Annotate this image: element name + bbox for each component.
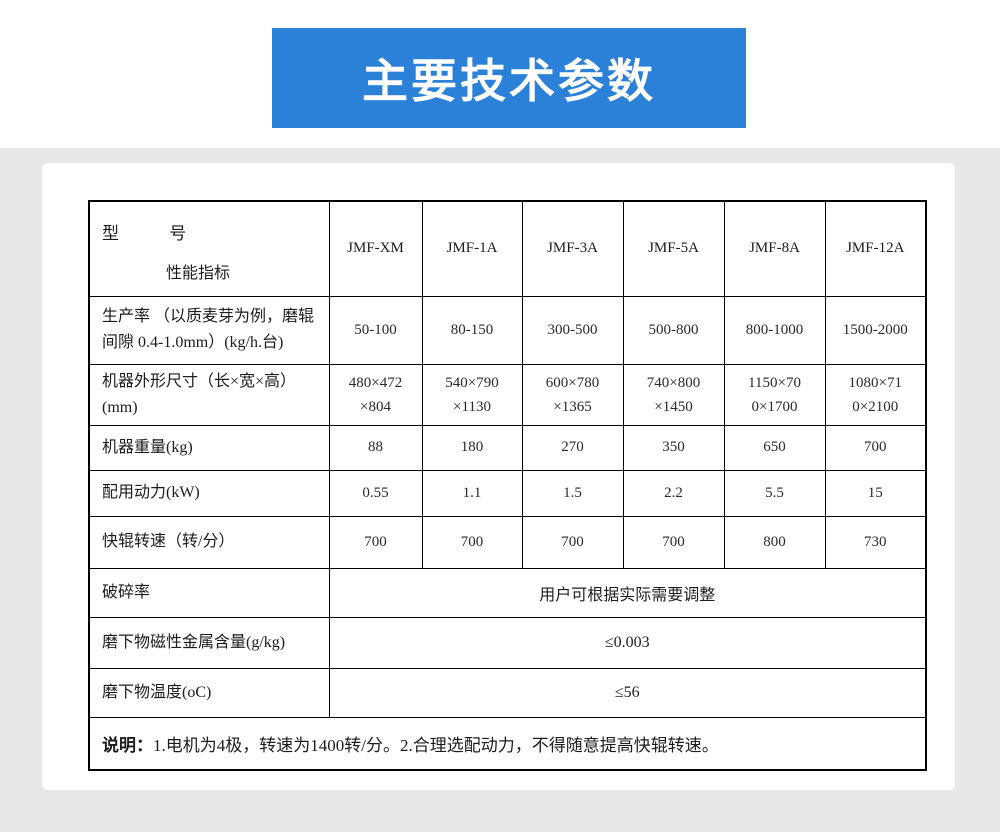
- table-row-dimensions: 机器外形尺寸（长×宽×高）(mm) 480×472 ×804 540×790 ×…: [88, 363, 927, 426]
- spec-value: 700: [328, 515, 423, 569]
- spec-value: 15: [824, 469, 927, 517]
- spec-value: 5.5: [723, 469, 826, 517]
- note-text: 1.电机为4极，转速为1400转/分。2.合理选配动力，不得随意提高快辊转速。: [153, 735, 719, 755]
- spec-value: 700: [421, 515, 523, 569]
- model-header: JMF-8A: [723, 200, 826, 297]
- spec-value: 1500-2000: [824, 295, 927, 365]
- row-label: 破碎率: [88, 567, 330, 618]
- model-header: JMF-XM: [328, 200, 423, 297]
- spec-table: 型 号 性能指标 JMF-XM JMF-1A JMF-3A JMF-5A JMF…: [88, 200, 927, 771]
- title-banner: 主要技术参数: [272, 28, 746, 128]
- spec-value: 650: [723, 424, 826, 471]
- spec-value: 50-100: [328, 295, 423, 365]
- table-row-productivity: 生产率 （以质麦芽为例，磨辊间隙 0.4-1.0mm）(kg/h.台) 50-1…: [88, 295, 927, 365]
- spec-value-span: 用户可根据实际需要调整: [328, 567, 927, 618]
- spec-value: 300-500: [521, 295, 624, 365]
- table-row-magnetic-content: 磨下物磁性金属含量(g/kg) ≤0.003: [88, 616, 927, 669]
- spec-value: 700: [622, 515, 725, 569]
- spec-value: 500-800: [622, 295, 725, 365]
- row-label: 快辊转速（转/分）: [88, 515, 330, 569]
- table-row-note: 说明：1.电机为4极，转速为1400转/分。2.合理选配动力，不得随意提高快辊转…: [88, 716, 927, 771]
- page-title: 主要技术参数: [362, 55, 656, 107]
- spec-value: 2.2: [622, 469, 725, 517]
- spec-value: 740×800 ×1450: [622, 363, 725, 426]
- page-background: 型 号 性能指标 JMF-XM JMF-1A JMF-3A JMF-5A JMF…: [0, 148, 1000, 832]
- spec-value: 800: [723, 515, 826, 569]
- spec-value: 88: [328, 424, 423, 471]
- model-header: JMF-1A: [421, 200, 523, 297]
- row-label: 配用动力(kW): [88, 469, 330, 517]
- spec-value-span: ≤56: [328, 667, 927, 718]
- table-row-weight: 机器重量(kg) 88 180 270 350 650 700: [88, 424, 927, 471]
- spec-value: 540×790 ×1130: [421, 363, 523, 426]
- spec-value: 350: [622, 424, 725, 471]
- spec-value: 1080×71 0×2100: [824, 363, 927, 426]
- row-label: 磨下物磁性金属含量(g/kg): [88, 616, 330, 669]
- table-row-roller-speed: 快辊转速（转/分） 700 700 700 700 800 730: [88, 515, 927, 569]
- row-label: 机器外形尺寸（长×宽×高）(mm): [88, 363, 330, 426]
- note-prefix: 说明：: [102, 735, 153, 755]
- header-row: 型 号 性能指标 JMF-XM JMF-1A JMF-3A JMF-5A JMF…: [88, 200, 927, 297]
- spec-value: 270: [521, 424, 624, 471]
- model-header: JMF-3A: [521, 200, 624, 297]
- row-label: 磨下物温度(oC): [88, 667, 330, 718]
- spec-value: 1.1: [421, 469, 523, 517]
- spec-value: 0.55: [328, 469, 423, 517]
- spec-value: 80-150: [421, 295, 523, 365]
- spec-value: 180: [421, 424, 523, 471]
- spec-value-span: ≤0.003: [328, 616, 927, 669]
- corner-model-label: 型 号: [102, 224, 187, 243]
- model-header: JMF-12A: [824, 200, 927, 297]
- note: 说明：1.电机为4极，转速为1400转/分。2.合理选配动力，不得随意提高快辊转…: [88, 716, 927, 771]
- spec-value: 480×472 ×804: [328, 363, 423, 426]
- corner-cell: 型 号 性能指标: [88, 200, 330, 297]
- model-header: JMF-5A: [622, 200, 725, 297]
- spec-value: 600×780 ×1365: [521, 363, 624, 426]
- spec-value: 700: [824, 424, 927, 471]
- spec-value: 1150×70 0×1700: [723, 363, 826, 426]
- table-row-power: 配用动力(kW) 0.55 1.1 1.5 2.2 5.5 15: [88, 469, 927, 517]
- corner-performance-label: 性能指标: [166, 264, 231, 282]
- spec-value: 1.5: [521, 469, 624, 517]
- spec-value: 800-1000: [723, 295, 826, 365]
- spec-panel: 型 号 性能指标 JMF-XM JMF-1A JMF-3A JMF-5A JMF…: [42, 163, 955, 790]
- spec-value: 700: [521, 515, 624, 569]
- row-label: 生产率 （以质麦芽为例，磨辊间隙 0.4-1.0mm）(kg/h.台): [88, 295, 330, 365]
- row-label: 机器重量(kg): [88, 424, 330, 471]
- spec-value: 730: [824, 515, 927, 569]
- table-row-crush-rate: 破碎率 用户可根据实际需要调整: [88, 567, 927, 618]
- table-row-temperature: 磨下物温度(oC) ≤56: [88, 667, 927, 718]
